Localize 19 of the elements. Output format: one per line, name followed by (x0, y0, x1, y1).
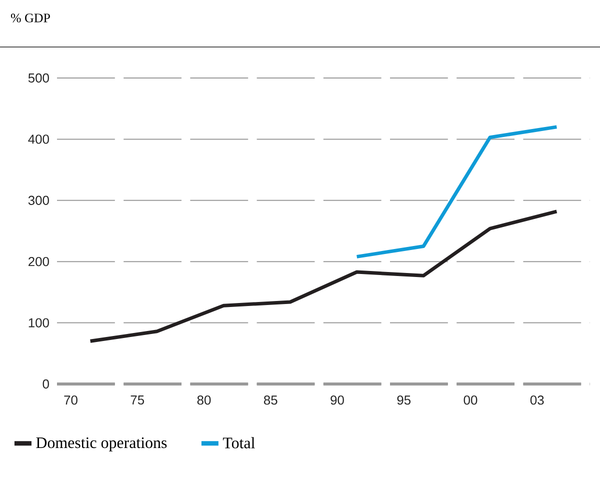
y-tick-label: 300 (28, 196, 49, 205)
legend-label: Domestic operations (36, 437, 167, 452)
x-tick-label: 90 (330, 396, 344, 405)
legend-label: Total (222, 437, 255, 448)
x-tick-label: 03 (530, 396, 544, 405)
x-tick-label: 75 (130, 396, 144, 405)
x-tick-label: 70 (64, 396, 78, 405)
y-tick-label: 200 (28, 257, 49, 266)
y-tick-label: 500 (28, 73, 49, 83)
y-tick-label: 400 (28, 134, 49, 144)
chart-title: % GDP (10, 14, 50, 22)
x-tick-label: 85 (264, 396, 278, 405)
x-tick-label: 80 (197, 396, 211, 405)
y-tick-label: 100 (28, 318, 49, 328)
y-tick-label: 0 (42, 379, 49, 389)
line-series (355, 125, 558, 258)
x-tick-label: 00 (464, 396, 478, 405)
line-series (88, 210, 558, 343)
x-tick-label: 95 (397, 396, 411, 405)
